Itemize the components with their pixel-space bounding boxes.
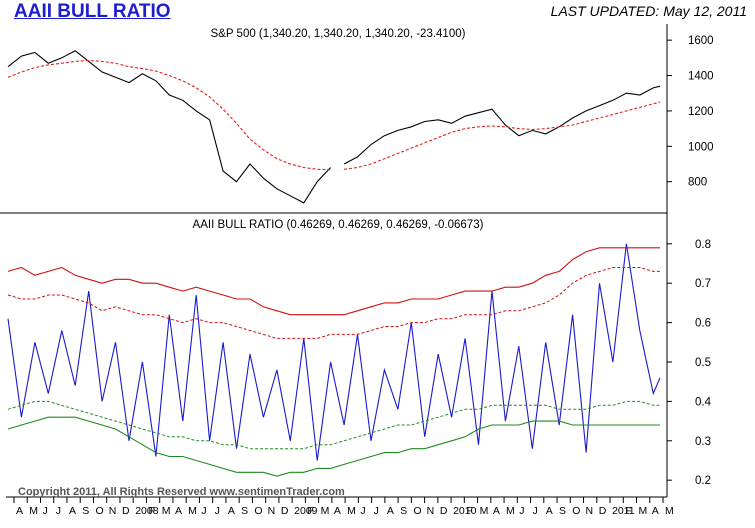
ratio-y-tick-label: 0.6: [695, 318, 711, 330]
ratio-y-tick-label: 0.4: [695, 396, 712, 408]
month-label: A: [387, 505, 394, 517]
ratio-title: AAII BULL RATIO (0.46269, 0.46269, 0.462…: [193, 219, 484, 231]
month-label: J: [533, 505, 538, 517]
month-label: J: [374, 505, 379, 517]
month-label: N: [268, 505, 276, 517]
month-label: A: [652, 505, 659, 517]
month-label: M: [480, 505, 489, 517]
ratio-y-tick-label: 0.8: [695, 239, 711, 251]
month-label: M: [321, 505, 330, 517]
month-label: J: [201, 505, 206, 517]
ratio-y-tick-label: 0.2: [695, 475, 711, 487]
month-label: A: [334, 505, 341, 517]
month-label: F: [466, 505, 472, 517]
lower-inner-band-line: [7, 400, 660, 450]
upper-band-line: [7, 247, 660, 316]
month-label: 2008: [135, 505, 159, 517]
month-label: S: [241, 505, 248, 517]
month-label: J: [360, 505, 365, 517]
month-label: N: [586, 505, 594, 517]
sp500-moving-average-line: [7, 59, 331, 171]
month-label: M: [665, 505, 674, 517]
sp500-y-tick-label: 1200: [688, 106, 714, 118]
month-label: S: [559, 505, 566, 517]
month-label: D: [599, 505, 607, 517]
sp500-moving-average-line: [344, 101, 661, 170]
month-label: S: [400, 505, 407, 517]
sp500-title: S&P 500 (1,340.20, 1,340.20, 1,340.20, -…: [211, 28, 466, 40]
ratio-panel: 0.2 0.3 0.4 0.5 0.6 0.7 0.8: [7, 239, 712, 487]
month-label: D: [281, 505, 289, 517]
month-label: A: [175, 505, 182, 517]
copyright-text: Copyright 2011, All Rights Reserved www.…: [18, 486, 345, 498]
month-label: M: [188, 505, 197, 517]
month-label: 2011: [612, 505, 635, 517]
sp500-y-tick-label: 1600: [688, 35, 714, 47]
month-label: J: [42, 505, 47, 517]
page-title: AAII BULL RATIO: [14, 1, 171, 22]
month-label: O: [413, 505, 421, 517]
month-label: M: [506, 505, 515, 517]
month-label: J: [519, 505, 524, 517]
month-label: M: [347, 505, 356, 517]
month-label: M: [29, 505, 38, 517]
month-label: A: [69, 505, 76, 517]
month-label: N: [427, 505, 435, 517]
month-label: J: [215, 505, 220, 517]
month-label: A: [16, 505, 23, 517]
sp500-price-line: [7, 50, 332, 204]
month-label: 2010: [453, 505, 477, 517]
month-label: M: [639, 505, 648, 517]
month-label: M: [162, 505, 171, 517]
month-label: A: [546, 505, 553, 517]
lower-band-line: [7, 416, 660, 477]
month-label: O: [254, 505, 262, 517]
last-updated: LAST UPDATED: May 12, 2011: [550, 3, 747, 19]
ratio-y-tick-label: 0.3: [695, 436, 711, 448]
month-label: O: [572, 505, 580, 517]
ratio-y-tick-label: 0.5: [695, 357, 711, 369]
sp500-price-line: [343, 85, 661, 165]
month-label: F: [148, 505, 154, 517]
upper-inner-band-line: [7, 267, 660, 339]
month-label: D: [440, 505, 448, 517]
ratio-y-tick-label: 0.7: [695, 278, 711, 290]
bull-ratio-line: [7, 243, 661, 461]
sp500-y-tick-label: 800: [688, 177, 707, 189]
month-label: S: [82, 505, 89, 517]
month-label: O: [95, 505, 103, 517]
sp500-panel: 800 1000 1200 1400 1600: [7, 35, 714, 204]
month-label: A: [493, 505, 500, 517]
month-label: 2009: [294, 505, 318, 517]
sp500-y-tick-label: 1000: [688, 141, 714, 153]
month-label: F: [625, 505, 631, 517]
month-label: F: [307, 505, 313, 517]
month-label: A: [228, 505, 235, 517]
sp500-y-tick-label: 1400: [688, 71, 714, 83]
month-label: J: [56, 505, 61, 517]
month-label: D: [122, 505, 130, 517]
month-label: N: [109, 505, 117, 517]
